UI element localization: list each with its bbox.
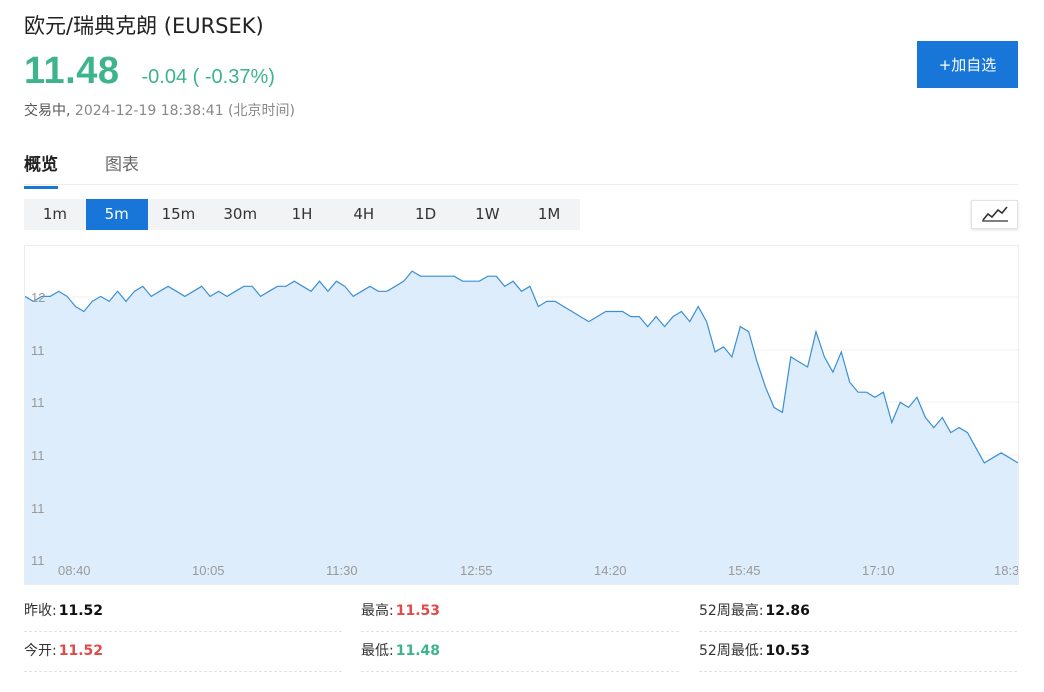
- period-1h[interactable]: 1H: [291, 205, 313, 223]
- chart-line: [25, 270, 1018, 464]
- y-tick-label: 11: [31, 343, 45, 358]
- add-to-watchlist-button[interactable]: +加自选: [917, 41, 1018, 88]
- stat-value: 11.53: [395, 603, 441, 619]
- x-tick-label: 12:55: [460, 563, 493, 578]
- period-1mo[interactable]: 1M: [537, 205, 561, 223]
- period-30m[interactable]: 30m: [223, 205, 258, 223]
- stat-label: 今开:: [24, 643, 57, 659]
- status-label: 交易中,: [24, 103, 71, 119]
- price-chart-svg: 12 11 11 11 11 11 08:40 10:05 11:30 12:55 14:20 15…: [25, 270, 1018, 584]
- period-1m[interactable]: 1m: [42, 205, 67, 223]
- x-tick-label: 18:3: [994, 563, 1018, 578]
- stat-value: 11.52: [58, 603, 104, 619]
- x-tick-label: 15:45: [728, 563, 761, 578]
- period-5m[interactable]: 5m: [85, 199, 148, 230]
- stat-value: 11.52: [58, 643, 104, 659]
- x-tick-label: 11:30: [326, 563, 358, 578]
- stat-label: 52周最低:: [699, 643, 764, 659]
- chart-type-button[interactable]: [971, 200, 1018, 229]
- stat-high: 最高: 11.53: [361, 592, 679, 632]
- timestamp: 2024-12-19 18:38:41 (北京时间): [74, 103, 295, 119]
- stat-label: 最低:: [361, 643, 394, 659]
- page-title: 欧元/瑞典克朗 (EURSEK): [24, 14, 264, 38]
- stat-prev-close: 昨收: 11.52: [24, 592, 342, 632]
- stat-value: 12.86: [765, 603, 810, 619]
- period-15m[interactable]: 15m: [161, 205, 196, 223]
- x-tick-label: 14:20: [594, 563, 627, 578]
- stat-label: 52周最高:: [699, 603, 764, 619]
- x-tick-label: 08:40: [58, 563, 91, 578]
- tab-chart[interactable]: 图表: [105, 155, 139, 175]
- price-chart[interactable]: 12 11 11 11 11 11 08:40 10:05 11:30 12:55 14:20 15…: [24, 245, 1019, 585]
- price-row: 11.48 -0.04 ( -0.37%): [24, 50, 275, 93]
- y-tick-label: 11: [31, 395, 45, 410]
- y-tick-label: 11: [31, 501, 45, 516]
- stat-label: 最高:: [361, 603, 394, 619]
- stat-label: 昨收:: [24, 603, 57, 619]
- stat-52w-high: 52周最高: 12.86: [699, 592, 1017, 632]
- line-chart-icon: [982, 206, 1008, 222]
- tab-overview[interactable]: 概览: [24, 150, 58, 189]
- price-change: -0.04 ( -0.37%): [141, 66, 275, 88]
- chart-area: [25, 271, 1018, 584]
- y-tick-label: 11: [31, 553, 45, 568]
- stat-open: 今开: 11.52: [24, 632, 342, 672]
- period-1d[interactable]: 1D: [415, 205, 437, 223]
- stat-value: 10.53: [765, 643, 810, 659]
- y-tick-label: 12: [31, 290, 45, 305]
- period-selector: 1m 5m 15m 30m 1H 4H 1D 1W 1M: [24, 199, 580, 230]
- stat-low: 最低: 11.48: [361, 632, 679, 672]
- y-tick-label: 11: [31, 448, 45, 463]
- tab-bar: 概览 图表: [24, 146, 1018, 189]
- stat-52w-low: 52周最低: 10.53: [699, 632, 1017, 672]
- period-4h[interactable]: 4H: [353, 205, 375, 223]
- x-tick-label: 17:10: [862, 563, 895, 578]
- current-price: 11.48: [24, 50, 120, 92]
- stat-value: 11.48: [395, 643, 441, 659]
- period-1w[interactable]: 1W: [475, 205, 500, 223]
- x-tick-label: 10:05: [192, 563, 225, 578]
- trading-status: 交易中, 2024-12-19 18:38:41 (北京时间): [24, 100, 295, 120]
